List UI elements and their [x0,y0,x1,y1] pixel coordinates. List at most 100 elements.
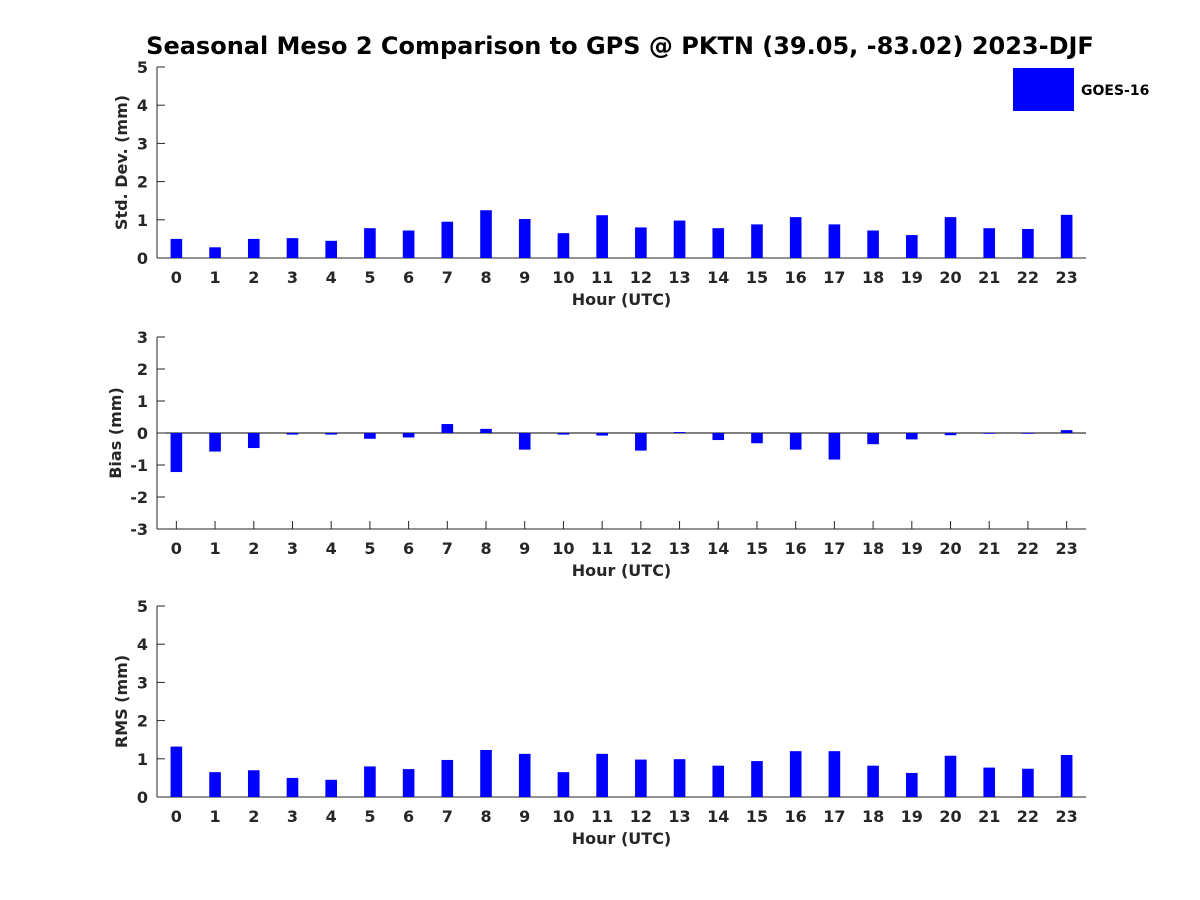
x-tick-label: 20 [939,268,961,287]
x-tick-label: 13 [668,539,690,558]
bar-hour-10 [557,772,570,797]
y-tick-label: 2 [137,173,148,192]
bar-hour-11 [596,753,608,797]
x-tick-label: 4 [326,539,337,558]
bar-hour-9 [518,753,531,797]
x-tick-label: 10 [552,268,574,287]
x-tick-label: 21 [978,807,1000,826]
x-tick-label: 0 [171,268,182,287]
x-tick-label: 2 [248,807,259,826]
bar-hour-16 [789,751,802,797]
x-tick-label: 3 [287,539,298,558]
legend-swatch [1013,68,1074,111]
bar-hour-3 [286,777,299,797]
bar-hour-0 [170,433,183,473]
y-tick-label: 4 [137,635,148,654]
x-tick-label: 12 [630,539,652,558]
y-tick-label: -1 [130,456,148,475]
y-tick-label: 0 [137,788,148,807]
y-tick-label: 5 [137,58,148,77]
bar-hour-14 [712,433,725,441]
y-tick-label: -2 [130,488,148,507]
bar-hour-19 [906,772,918,797]
bar-hour-12 [635,759,647,797]
bar-hour-19 [906,433,918,440]
x-tick-label: 17 [823,268,845,287]
x-tick-label: 5 [364,539,375,558]
x-tick-label: 14 [707,539,729,558]
x-tick-label: 10 [552,807,574,826]
y-tick-label: 1 [137,211,148,230]
bar-hour-16 [789,433,802,450]
bar-hour-5 [364,228,376,258]
bar-hour-7 [441,759,454,797]
bar-hour-9 [518,219,531,258]
bar-hour-15 [751,433,763,444]
bar-hour-17 [828,751,841,797]
x-tick-label: 11 [591,539,613,558]
y-tick-label: 0 [137,424,148,443]
bar-hour-2 [247,238,260,258]
y-axis-label: Std. Dev. (mm) [112,95,131,230]
bar-hour-8 [480,750,492,797]
x-tick-label: 16 [785,807,807,826]
bar-hour-11 [596,433,608,436]
x-axis-label: Hour (UTC) [572,290,672,309]
x-tick-label: 9 [519,268,530,287]
x-tick-label: 15 [746,539,768,558]
y-tick-label: 2 [137,712,148,731]
x-tick-label: 18 [862,539,884,558]
x-tick-label: 3 [287,268,298,287]
x-tick-label: 6 [403,807,414,826]
bar-hour-1 [209,247,221,258]
x-tick-label: 11 [591,268,613,287]
x-tick-label: 17 [823,807,845,826]
x-tick-label: 15 [746,807,768,826]
x-tick-label: 7 [442,807,453,826]
y-tick-label: 1 [137,750,148,769]
bar-hour-4 [325,779,337,797]
x-tick-label: 12 [630,268,652,287]
x-axis-label: Hour (UTC) [572,829,672,848]
x-tick-label: 1 [209,268,220,287]
bar-hour-2 [247,770,260,797]
x-tick-label: 14 [707,807,729,826]
x-tick-label: 20 [939,807,961,826]
bar-hour-23 [1060,754,1073,797]
x-tick-label: 12 [630,807,652,826]
x-tick-label: 22 [1017,539,1039,558]
bar-hour-21 [983,767,996,797]
bar-hour-17 [828,433,841,460]
bar-hour-21 [983,433,996,434]
bar-hour-20 [944,755,957,797]
x-tick-label: 21 [978,268,1000,287]
bar-hour-13 [673,759,686,797]
x-tick-label: 4 [326,268,337,287]
x-tick-label: 2 [248,268,259,287]
bar-hour-8 [480,210,492,258]
x-tick-label: 8 [480,268,491,287]
bar-hour-8 [480,428,492,433]
x-tick-label: 17 [823,539,845,558]
bar-hour-16 [789,217,802,258]
x-tick-label: 19 [901,268,923,287]
y-tick-label: 0 [137,249,148,268]
y-tick-label: 5 [137,597,148,616]
bar-hour-22 [1022,433,1034,434]
bar-hour-22 [1022,228,1034,258]
x-tick-label: 0 [171,807,182,826]
x-axis-label: Hour (UTC) [572,561,672,580]
x-tick-label: 15 [746,268,768,287]
bar-hour-6 [402,769,415,797]
bar-hour-7 [441,424,454,433]
bar-hour-14 [712,765,725,797]
x-tick-label: 7 [442,539,453,558]
bar-hour-1 [209,433,221,452]
x-tick-label: 14 [707,268,729,287]
bar-hour-18 [867,765,879,797]
x-tick-label: 10 [552,539,574,558]
bar-hour-12 [635,227,647,258]
x-tick-label: 4 [326,807,337,826]
